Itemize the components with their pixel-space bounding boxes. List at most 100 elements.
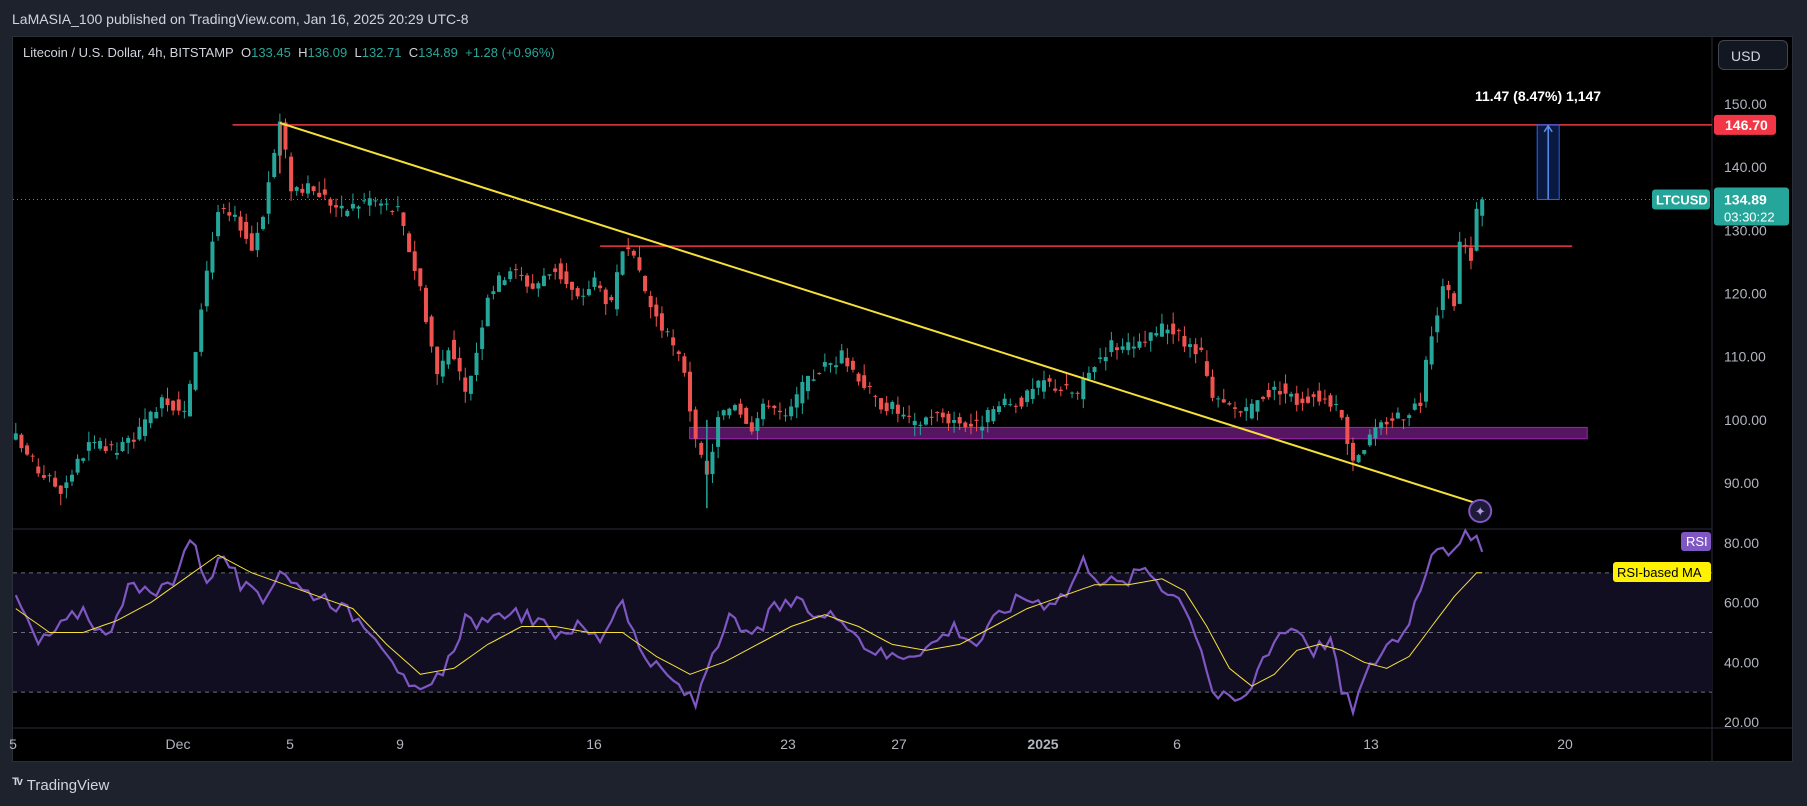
currency-button[interactable]: USD — [1718, 40, 1788, 70]
candle-body — [193, 352, 198, 390]
candle-body — [485, 297, 490, 327]
candle-body — [952, 420, 957, 423]
high-label: H — [298, 45, 308, 60]
candle-body — [379, 203, 383, 206]
candle-body — [732, 405, 737, 411]
candle-body — [81, 458, 86, 461]
candle-body — [272, 152, 277, 178]
candle-body — [401, 212, 406, 226]
candle-body — [530, 283, 535, 289]
candle-body — [283, 122, 288, 150]
candle-body — [502, 280, 507, 285]
candle-body — [957, 417, 962, 424]
price-tick-label: 150.00 — [1724, 96, 1767, 112]
candle-body — [435, 346, 440, 375]
candle-body — [1317, 390, 1322, 402]
candle-body — [1294, 393, 1299, 405]
candle-body — [496, 275, 501, 292]
candle-body — [558, 263, 563, 280]
candle-body — [828, 363, 833, 365]
candle-body — [867, 385, 872, 387]
candle-body — [1300, 398, 1305, 404]
candle-body — [98, 441, 103, 449]
candle-body — [1148, 332, 1153, 341]
candle-body — [367, 198, 372, 206]
time-tick-label: 27 — [891, 736, 907, 752]
candle-body — [1468, 247, 1473, 261]
candle-body — [856, 373, 861, 382]
rsi-tick-label: 80.00 — [1724, 535, 1759, 551]
candle-body — [822, 362, 827, 367]
time-tick-label: Dec — [166, 736, 191, 752]
candle-body — [873, 395, 878, 397]
price-tick-label: 120.00 — [1724, 286, 1767, 302]
candle-body — [1480, 199, 1485, 216]
candle-body — [1171, 323, 1176, 335]
candle-body — [575, 288, 580, 297]
candle-body — [1154, 333, 1159, 336]
candle-body — [1030, 388, 1035, 399]
candle-body — [963, 422, 968, 428]
candle-body — [1019, 397, 1024, 407]
candle-body — [1115, 347, 1119, 351]
candle-body — [86, 442, 91, 451]
candle-body — [418, 268, 423, 287]
candle-body — [839, 350, 844, 364]
candle-body — [1013, 405, 1018, 407]
close-value: 134.89 — [418, 45, 458, 60]
candle-body — [328, 199, 333, 206]
candle-body — [609, 296, 614, 301]
candle-body — [1041, 380, 1046, 392]
alert-badge-icon — [1468, 499, 1493, 523]
candle-body — [654, 304, 659, 317]
resistance-price-tag — [1714, 114, 1776, 135]
candle-body — [1221, 399, 1226, 403]
candle-body — [171, 400, 176, 411]
publish-info: LaMASIA_100 published on TradingView.com… — [12, 11, 469, 27]
candle-body — [1081, 378, 1086, 400]
candle-body — [631, 250, 636, 256]
candle-body — [805, 375, 810, 392]
candle-body — [452, 339, 457, 360]
candle-body — [221, 207, 226, 209]
rsi-line — [14, 528, 1484, 718]
candle-body — [884, 402, 889, 412]
candle-body — [1070, 392, 1075, 394]
candle-body — [480, 327, 485, 350]
candle-body — [1182, 335, 1187, 347]
last-price-tag — [1714, 187, 1789, 226]
time-tick-label: 20 — [1557, 736, 1573, 752]
candle-body — [289, 156, 294, 192]
symbol-title: Litecoin / U.S. Dollar, 4h, BITSTAMP — [23, 45, 234, 60]
time-tick-label: 13 — [1363, 736, 1379, 752]
countdown-text: 03:30:22 — [1724, 209, 1775, 224]
candle-body — [586, 289, 591, 296]
candle-body — [311, 186, 316, 192]
candle-body — [744, 407, 749, 424]
candle-body — [232, 214, 237, 217]
rsi-ma-line — [15, 554, 1483, 687]
candle-body — [1390, 418, 1395, 421]
candle-body — [47, 475, 52, 477]
candle-body — [1249, 403, 1254, 419]
candle-body — [249, 233, 254, 251]
candle-body — [334, 205, 339, 208]
symbol-legend: Litecoin / U.S. Dollar, 4h, BITSTAMP O13… — [23, 45, 555, 60]
candle-body — [980, 426, 985, 431]
candle-body — [907, 415, 912, 417]
candle-body — [789, 406, 794, 417]
candle-body — [13, 433, 18, 440]
candle-body — [1227, 403, 1232, 405]
candle-body — [1463, 244, 1468, 246]
candle-body — [463, 377, 468, 392]
candle-body — [1395, 412, 1400, 419]
candle-body — [929, 416, 934, 418]
tradingview-logo[interactable]: ᵀᵛ TradingView — [12, 776, 109, 794]
candle-body — [69, 474, 74, 482]
time-tick-label: 16 — [586, 736, 602, 752]
low-value: 132.71 — [361, 45, 402, 60]
candle-body — [985, 410, 990, 423]
candle-body — [137, 426, 142, 440]
candle-body — [817, 373, 822, 375]
